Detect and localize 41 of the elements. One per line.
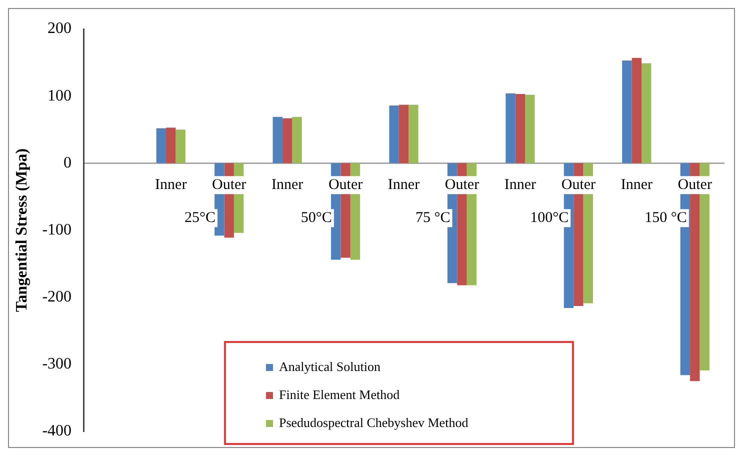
bar (408, 104, 418, 164)
y-tick-label: -200 (42, 288, 72, 306)
x-tick-label: Outer (212, 177, 246, 194)
x-tick-label: Outer (678, 177, 712, 194)
annotation: 75 °C (415, 210, 450, 226)
annotation: 25°C (184, 210, 216, 226)
bar (156, 128, 166, 164)
x-tick-label: Inner (620, 177, 652, 194)
legend-label: Finite Element Method (279, 387, 400, 403)
bar (642, 63, 652, 164)
bar (398, 104, 409, 164)
x-tick-label: Inner (388, 177, 420, 194)
bar (506, 93, 516, 164)
x-tick-label: Inner (271, 177, 304, 194)
x-tick-label: Inner (504, 177, 536, 194)
annotation: 50°C (300, 210, 332, 226)
legend-label: Analytical Solution (279, 359, 380, 375)
bar (389, 105, 399, 164)
annotation: 100°C (530, 210, 569, 226)
x-tick-label: Outer (328, 177, 363, 194)
bar (272, 116, 282, 164)
y-tick-label: -300 (42, 356, 72, 373)
y-tick-label: 200 (48, 20, 72, 38)
y-tick-label: 100 (48, 87, 72, 104)
x-tick-label: Outer (444, 177, 480, 194)
bar (176, 130, 186, 164)
y-axis-title: Tangential Stress (Mpa) (14, 148, 31, 312)
bar (632, 58, 642, 164)
annotation: 150 °C (644, 210, 687, 226)
y-tick-label: 0 (64, 154, 72, 172)
x-tick-label: Inner (155, 177, 187, 194)
bar (622, 60, 632, 164)
legend-label: Psedudospectral Chebyshev Method (279, 415, 468, 431)
y-tick-label: -400 (42, 422, 72, 440)
x-tick-label: Outer (561, 177, 596, 194)
bar (292, 116, 302, 164)
bar (525, 94, 535, 164)
y-tick-label: -100 (42, 221, 72, 238)
bar (515, 94, 526, 164)
bar (282, 118, 292, 164)
bar (166, 128, 176, 164)
